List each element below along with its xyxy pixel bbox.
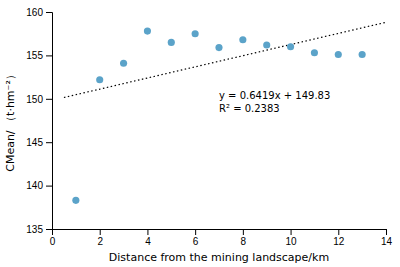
x-axis-tick-mark xyxy=(100,229,101,235)
x-axis-tick: 4 xyxy=(145,229,151,247)
point xyxy=(311,49,318,56)
point xyxy=(215,44,222,51)
y-axis-tick: 140 xyxy=(26,180,52,191)
y-axis-tick-label: 150 xyxy=(26,94,43,105)
y-axis-tick-mark xyxy=(46,186,52,187)
y-axis-tick-mark xyxy=(46,229,52,230)
y-axis: 135 140 145 150 155 160 xyxy=(26,7,52,235)
x-axis-tick: 0 xyxy=(50,229,56,247)
plot: 0 2 4 6 8 10 12 14 135 140 145 150 155 160 y = 0.6419x… xyxy=(26,7,392,247)
x-axis: 0 2 4 6 8 10 12 14 xyxy=(50,229,393,247)
x-axis-tick-label: 0 xyxy=(50,236,56,247)
y-axis-line xyxy=(46,13,53,230)
x-axis-tick-label: 6 xyxy=(193,236,199,247)
x-axis-tick-label: 10 xyxy=(286,236,298,247)
x-axis-tick: 12 xyxy=(333,229,345,247)
x-axis-tick-label: 14 xyxy=(381,236,393,247)
y-axis-tick-label: 160 xyxy=(26,7,43,18)
y-axis-tick-mark xyxy=(46,99,52,100)
point xyxy=(335,51,342,58)
annotation-line: y = 0.6419x + 149.83 xyxy=(219,90,330,101)
x-axis-tick-mark xyxy=(291,229,292,235)
y-axis-tick-label: 135 xyxy=(26,224,43,235)
x-axis-tick-mark xyxy=(338,229,339,235)
x-axis-tick-mark xyxy=(386,229,387,235)
y-axis-tick-mark xyxy=(46,55,52,56)
x-axis-tick-label: 4 xyxy=(145,236,151,247)
x-axis-tick: 8 xyxy=(241,229,247,247)
point xyxy=(72,197,79,204)
y-axis-tick: 145 xyxy=(26,137,52,148)
x-axis-tick: 6 xyxy=(193,229,199,247)
y-axis-tick-label: 155 xyxy=(26,50,43,61)
y-axis-tick: 160 xyxy=(26,7,52,18)
point xyxy=(168,39,175,46)
x-axis-tick-mark xyxy=(147,229,148,235)
x-axis-title: Distance from the mining landscape/km xyxy=(109,251,329,264)
x-axis-tick: 10 xyxy=(286,229,298,247)
y-axis-tick-label: 140 xyxy=(26,180,43,191)
x-axis-tick-label: 2 xyxy=(97,236,103,247)
y-axis-tick-mark xyxy=(46,142,52,143)
x-axis-tick-label: 8 xyxy=(241,236,247,247)
marks xyxy=(64,22,386,204)
point xyxy=(359,51,366,58)
y-axis-tick: 150 xyxy=(26,94,52,105)
point xyxy=(287,43,294,50)
trend-line xyxy=(64,22,386,97)
annotation-line: R² = 0.2383 xyxy=(219,103,280,114)
y-axis-tick-mark xyxy=(46,12,52,13)
x-axis-tick-mark xyxy=(195,229,196,235)
point xyxy=(120,60,127,67)
point xyxy=(192,30,199,37)
x-axis-tick: 14 xyxy=(381,229,393,247)
point xyxy=(96,76,103,83)
y-axis-tick: 135 xyxy=(26,224,52,235)
annotation: y = 0.6419x + 149.83 R² = 0.2383 xyxy=(219,90,330,114)
x-axis-tick: 2 xyxy=(97,229,103,247)
x-axis-tick-mark xyxy=(243,229,244,235)
point xyxy=(239,36,246,43)
y-axis-tick-label: 145 xyxy=(26,137,43,148)
x-axis-tick-label: 12 xyxy=(333,236,345,247)
y-axis-title: CMean/ （t·hm⁻²） xyxy=(4,69,17,172)
chart: 0 2 4 6 8 10 12 14 135 140 145 150 155 160 y = 0.6419x… xyxy=(0,0,400,267)
point xyxy=(144,28,151,35)
y-axis-tick: 155 xyxy=(26,50,52,61)
x-axis-line xyxy=(53,230,387,236)
point xyxy=(263,41,270,48)
